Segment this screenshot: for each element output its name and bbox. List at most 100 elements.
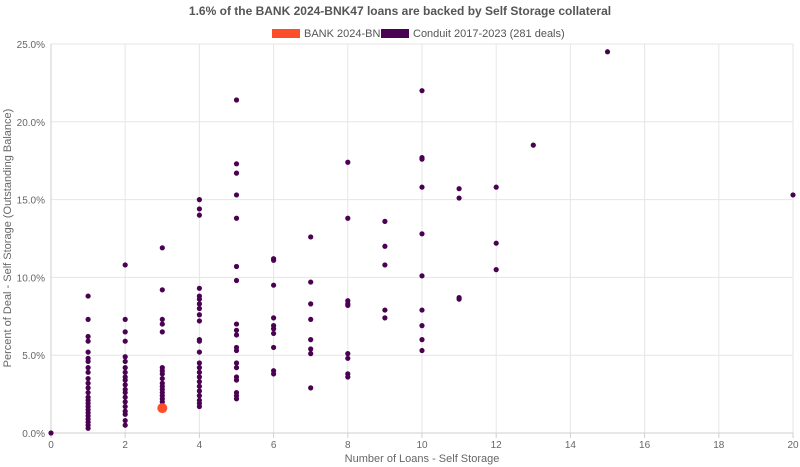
data-point-conduit[interactable] <box>85 338 91 344</box>
data-point-conduit[interactable] <box>419 184 425 190</box>
data-point-conduit[interactable] <box>196 212 202 218</box>
data-point-conduit[interactable] <box>122 358 128 365</box>
data-point-conduit[interactable] <box>456 195 462 201</box>
data-point-conduit[interactable] <box>85 333 91 340</box>
data-point-conduit[interactable] <box>345 159 351 165</box>
data-point-conduit[interactable] <box>122 403 128 410</box>
data-point-conduit[interactable] <box>196 383 202 389</box>
data-point-conduit[interactable] <box>233 360 240 366</box>
data-point-conduit[interactable] <box>122 399 128 405</box>
data-point-conduit[interactable] <box>271 371 277 377</box>
data-point-conduit[interactable] <box>196 388 202 394</box>
data-point-conduit[interactable] <box>196 197 202 203</box>
data-point-conduit[interactable] <box>159 321 165 327</box>
data-point-conduit[interactable] <box>345 351 351 357</box>
data-point-conduit[interactable] <box>196 338 202 344</box>
data-point-conduit[interactable] <box>85 369 91 375</box>
data-point-conduit[interactable] <box>196 285 202 291</box>
data-point-conduit[interactable] <box>308 346 314 352</box>
data-point-conduit[interactable] <box>122 354 128 360</box>
data-point-conduit[interactable] <box>196 301 202 307</box>
data-point-conduit[interactable] <box>271 326 277 332</box>
data-point-conduit[interactable] <box>85 385 91 391</box>
data-point-conduit[interactable] <box>233 347 240 354</box>
data-point-conduit[interactable] <box>345 215 351 221</box>
data-point-conduit[interactable] <box>271 315 277 321</box>
data-point-conduit[interactable] <box>196 305 202 312</box>
data-point-conduit[interactable] <box>382 307 388 313</box>
data-point-conduit[interactable] <box>308 351 314 357</box>
data-point-conduit[interactable] <box>419 231 425 237</box>
data-point-conduit[interactable] <box>382 218 388 224</box>
data-point-conduit[interactable] <box>419 307 425 313</box>
data-point-conduit[interactable] <box>419 88 425 94</box>
data-point-conduit[interactable] <box>233 170 240 176</box>
data-point-conduit[interactable] <box>159 245 165 251</box>
data-point-conduit[interactable] <box>159 371 165 377</box>
data-point-conduit[interactable] <box>233 263 240 270</box>
data-point-conduit[interactable] <box>85 358 91 365</box>
data-point-conduit[interactable] <box>196 318 202 324</box>
data-point-conduit[interactable] <box>85 380 91 386</box>
data-point-conduit[interactable] <box>419 156 425 162</box>
data-point-bank-2024-bnk47[interactable] <box>157 403 168 414</box>
data-point-conduit[interactable] <box>233 396 240 402</box>
data-point-conduit[interactable] <box>196 393 202 399</box>
data-point-conduit[interactable] <box>233 192 240 198</box>
data-point-conduit[interactable] <box>196 360 202 366</box>
data-point-conduit[interactable] <box>493 240 499 246</box>
data-point-conduit[interactable] <box>85 425 91 431</box>
data-point-conduit[interactable] <box>122 329 128 335</box>
data-point-conduit[interactable] <box>122 262 128 268</box>
data-point-conduit[interactable] <box>271 344 277 351</box>
data-point-conduit[interactable] <box>345 302 351 309</box>
data-point-conduit[interactable] <box>122 369 128 375</box>
data-point-conduit[interactable] <box>493 267 499 273</box>
data-point-conduit[interactable] <box>419 323 425 329</box>
data-point-conduit[interactable] <box>85 375 91 382</box>
data-point-conduit[interactable] <box>308 337 314 343</box>
data-point-conduit[interactable] <box>196 349 202 355</box>
data-point-conduit[interactable] <box>122 422 128 428</box>
data-point-conduit[interactable] <box>233 377 240 383</box>
data-point-conduit[interactable] <box>530 142 536 148</box>
data-point-conduit[interactable] <box>196 369 202 375</box>
data-point-conduit[interactable] <box>122 394 128 400</box>
data-point-conduit[interactable] <box>271 257 277 263</box>
data-point-conduit[interactable] <box>233 332 240 338</box>
data-point-conduit[interactable] <box>233 277 240 284</box>
data-point-conduit[interactable] <box>196 312 202 318</box>
data-point-conduit[interactable] <box>122 316 128 323</box>
data-point-conduit[interactable] <box>382 262 388 268</box>
data-point-conduit[interactable] <box>493 184 499 190</box>
data-point-conduit[interactable] <box>159 316 165 323</box>
data-point-conduit[interactable] <box>308 385 314 391</box>
data-point-conduit[interactable] <box>85 293 91 299</box>
data-point-conduit[interactable] <box>196 365 202 371</box>
data-point-conduit[interactable] <box>790 192 796 198</box>
data-point-conduit[interactable] <box>419 273 425 279</box>
data-point-conduit[interactable] <box>456 186 462 192</box>
data-point-conduit[interactable] <box>196 374 202 380</box>
data-point-conduit[interactable] <box>196 296 202 302</box>
data-point-conduit[interactable] <box>604 49 611 55</box>
data-point-conduit[interactable] <box>233 161 240 167</box>
data-point-conduit[interactable] <box>308 279 314 285</box>
data-point-conduit[interactable] <box>159 375 165 382</box>
data-point-conduit[interactable] <box>233 365 240 371</box>
data-point-conduit[interactable] <box>308 301 314 307</box>
data-point-conduit[interactable] <box>122 338 128 344</box>
data-point-conduit[interactable] <box>85 316 91 323</box>
data-point-conduit[interactable] <box>456 296 462 302</box>
data-point-conduit[interactable] <box>122 411 128 417</box>
data-point-conduit[interactable] <box>419 347 425 354</box>
data-point-conduit[interactable] <box>382 243 388 249</box>
data-point-conduit[interactable] <box>233 327 240 333</box>
data-point-conduit[interactable] <box>122 382 128 388</box>
data-point-conduit[interactable] <box>48 430 54 436</box>
data-point-conduit[interactable] <box>196 206 202 212</box>
data-point-conduit[interactable] <box>233 321 240 327</box>
data-point-conduit[interactable] <box>345 374 351 380</box>
data-point-conduit[interactable] <box>159 287 165 293</box>
data-point-conduit[interactable] <box>308 234 314 240</box>
